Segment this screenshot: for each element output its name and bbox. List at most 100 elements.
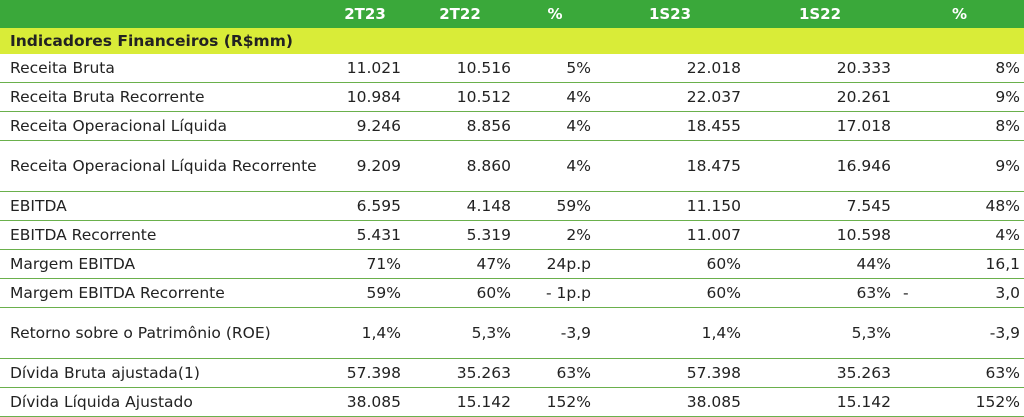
row-label: Receita Operacional Líquida (0, 111, 325, 141)
section-title: Indicadores Financeiros (R$mm) (0, 28, 1024, 54)
row-value: 20.261 (745, 82, 895, 112)
row-value: 11.150 (595, 191, 745, 221)
row-value: 5.319 (405, 220, 515, 250)
row-value: 16,1 (895, 249, 1024, 279)
row-value: 10.984 (325, 82, 405, 112)
row-label: Receita Bruta Recorrente (0, 82, 325, 112)
row-value: 2% (515, 220, 595, 250)
row-value: 11.021 (325, 54, 405, 83)
row-value: 63% (745, 278, 895, 308)
row-value: 9.246 (325, 111, 405, 141)
row-value: 4% (515, 140, 595, 192)
row-value: 4.148 (405, 191, 515, 221)
row-value: 63% (515, 358, 595, 388)
row-value: 17.018 (745, 111, 895, 141)
row-value: 44% (745, 249, 895, 279)
row-value: 35.263 (405, 358, 515, 388)
row-value: - 3,0 (895, 278, 1024, 308)
row-value: 4% (515, 111, 595, 141)
row-value: 8.856 (405, 111, 515, 141)
row-value: 22.037 (595, 82, 745, 112)
row-value: 8% (895, 54, 1024, 83)
header-cell-1s23: 1S23 (595, 0, 745, 28)
row-value: 10.598 (745, 220, 895, 250)
row-value: 38.085 (325, 387, 405, 417)
table-row: Receita Operacional Líquida 9.246 8.856 4% 1… (0, 111, 1024, 141)
table-row: Retorno sobre o Patrimônio (ROE) 1,4% 5,3%… (0, 307, 1024, 359)
row-value: - 1p.p (515, 278, 595, 308)
row-value: 24p.p (515, 249, 595, 279)
row-value: 59% (325, 278, 405, 308)
table-row: EBITDA 6.595 4.148 59% 11.150 7.545 48% (0, 191, 1024, 221)
row-value: 1,4% (595, 307, 745, 359)
header-cell-2t22: 2T22 (405, 0, 515, 28)
row-value: 48% (895, 191, 1024, 221)
header-cell-blank (0, 0, 325, 28)
table-row: Margem EBITDA 71% 47% 24p.p 60% 44% 16,1 (0, 249, 1024, 279)
row-value: 18.455 (595, 111, 745, 141)
row-label: EBITDA Recorrente (0, 220, 325, 250)
row-label: Margem EBITDA Recorrente (0, 278, 325, 308)
table-row: Receita Operacional Líquida Recorrente 9.… (0, 140, 1024, 192)
row-value: 38.085 (595, 387, 745, 417)
row-value: 35.263 (745, 358, 895, 388)
row-value: 60% (595, 278, 745, 308)
row-value: -3,9 (515, 307, 595, 359)
row-value: 4% (895, 220, 1024, 250)
row-value: 60% (595, 249, 745, 279)
row-value: 15.142 (405, 387, 515, 417)
row-value: 5% (515, 54, 595, 83)
row-value: 20.333 (745, 54, 895, 83)
header-cell-2t23: 2T23 (325, 0, 405, 28)
row-value: 9% (895, 82, 1024, 112)
value-prefix: - (903, 284, 909, 302)
row-value: 9.209 (325, 140, 405, 192)
row-value: -3,9 (895, 307, 1024, 359)
row-label: Dívida Bruta ajustada(1) (0, 358, 325, 388)
row-value: 5.431 (325, 220, 405, 250)
row-value: 10.516 (405, 54, 515, 83)
row-value: 71% (325, 249, 405, 279)
row-value: 8.860 (405, 140, 515, 192)
row-value: 152% (895, 387, 1024, 417)
row-label: Dívida Líquida Ajustado (0, 387, 325, 417)
row-value: 60% (405, 278, 515, 308)
row-value: 57.398 (595, 358, 745, 388)
row-value: 9% (895, 140, 1024, 192)
row-value: 59% (515, 191, 595, 221)
row-value: 18.475 (595, 140, 745, 192)
row-label: Receita Bruta (0, 54, 325, 83)
row-value: 5,3% (405, 307, 515, 359)
row-value: 7.545 (745, 191, 895, 221)
row-value: 10.512 (405, 82, 515, 112)
row-value: 16.946 (745, 140, 895, 192)
row-value: 6.595 (325, 191, 405, 221)
table-row: EBITDA Recorrente 5.431 5.319 2% 11.007 10.59… (0, 220, 1024, 250)
section-row: Indicadores Financeiros (R$mm) (0, 28, 1024, 54)
row-value: 1,4% (325, 307, 405, 359)
row-value: 47% (405, 249, 515, 279)
table-row: Dívida Bruta ajustada(1) 57.398 35.263 63% 5… (0, 358, 1024, 388)
row-value: 8% (895, 111, 1024, 141)
row-value: 5,3% (745, 307, 895, 359)
table-row: Dívida Líquida Ajustado 38.085 15.142 152% 3… (0, 387, 1024, 417)
row-label: Margem EBITDA (0, 249, 325, 279)
row-value: 15.142 (745, 387, 895, 417)
row-value: 11.007 (595, 220, 745, 250)
row-value: 63% (895, 358, 1024, 388)
row-value: 4% (515, 82, 595, 112)
value-text: 3,0 (995, 284, 1020, 302)
row-label: Retorno sobre o Patrimônio (ROE) (0, 307, 325, 359)
row-value: 22.018 (595, 54, 745, 83)
table-row: Receita Bruta Recorrente 10.984 10.512 4% 22… (0, 82, 1024, 112)
header-row: 2T23 2T22 % 1S23 1S22 % (0, 0, 1024, 28)
header-cell-pct-quarter: % (515, 0, 595, 28)
row-label: EBITDA (0, 191, 325, 221)
table-row: Receita Bruta 11.021 10.516 5% 22.018 20.333 8… (0, 54, 1024, 83)
row-label: Receita Operacional Líquida Recorrente (0, 140, 325, 192)
row-value: 152% (515, 387, 595, 417)
table-row: Margem EBITDA Recorrente 59% 60% - 1p.p 60% 6… (0, 278, 1024, 308)
header-cell-pct-semester: % (895, 0, 1024, 28)
row-value: 57.398 (325, 358, 405, 388)
